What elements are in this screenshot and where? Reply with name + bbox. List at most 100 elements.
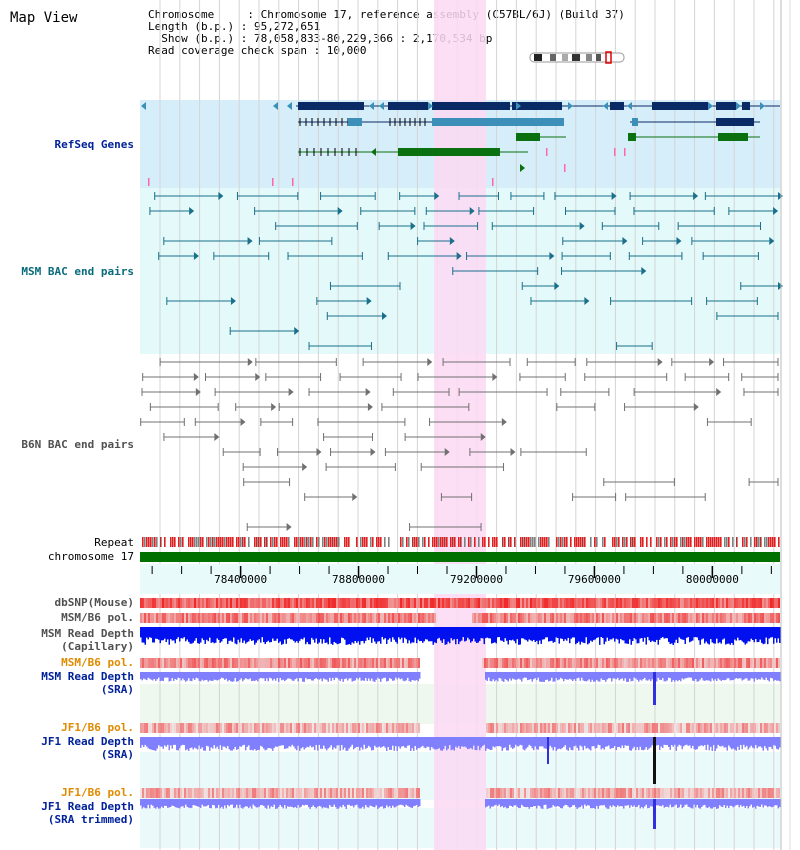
msm-bac-pair-arrow[interactable] [611, 192, 617, 200]
b6n-bac-pair-arrow[interactable] [427, 358, 433, 366]
chromosome-bar[interactable] [140, 552, 780, 562]
msm-bac-pair-arrow[interactable] [641, 267, 647, 275]
msm-bac-pair-arrow[interactable] [382, 312, 388, 320]
jf1-depth-spike[interactable] [547, 737, 549, 764]
refseq-gene-arrow[interactable] [708, 102, 713, 110]
b6n-bac-pairs-track[interactable] [140, 358, 779, 531]
gene-exon[interactable] [348, 118, 362, 126]
b6n-bac-pair-arrow[interactable] [255, 373, 261, 381]
gene-exon[interactable] [298, 102, 364, 110]
dbsnp-cell [596, 598, 598, 608]
gene-exon[interactable] [388, 102, 428, 110]
repeat-element [412, 537, 414, 547]
b6n-bac-pair-arrow[interactable] [316, 448, 322, 456]
msm-bac-pair-arrow[interactable] [337, 207, 343, 215]
msm-bac-pair-arrow[interactable] [456, 252, 462, 260]
gene-exon[interactable] [716, 102, 736, 110]
refseq-gene-arrow[interactable] [379, 102, 384, 110]
gene-exon[interactable] [432, 102, 510, 110]
refseq-gene-arrow[interactable] [520, 164, 525, 172]
msm-bac-pair-arrow[interactable] [193, 252, 199, 260]
b6n-bac-pair-arrow[interactable] [657, 358, 663, 366]
msm-bac-pair-arrow[interactable] [189, 207, 195, 215]
refseq-gene-arrow[interactable] [760, 102, 765, 110]
refseq-genes-track[interactable] [141, 102, 780, 186]
b6n-bac-pair-arrow[interactable] [370, 448, 376, 456]
refseq-gene-arrow[interactable] [428, 102, 433, 110]
jf1-trim-depth-spike[interactable] [653, 799, 656, 829]
msm-bac-pair-arrow[interactable] [469, 207, 475, 215]
gene-exon[interactable] [652, 102, 708, 110]
gene-exon[interactable] [742, 102, 750, 110]
msm-bac-pair-arrow[interactable] [410, 222, 416, 230]
gene-exon[interactable] [632, 118, 638, 126]
gene-exon[interactable] [610, 102, 624, 110]
refseq-gene-arrow[interactable] [568, 102, 573, 110]
msm-bac-pair-arrow[interactable] [693, 192, 699, 200]
b6n-bac-pair-arrow[interactable] [716, 388, 722, 396]
b6n-bac-pair-arrow[interactable] [492, 373, 498, 381]
b6n-bac-pair-arrow[interactable] [693, 403, 699, 411]
gene-exon[interactable] [628, 133, 636, 141]
gene-exon[interactable] [436, 148, 500, 156]
jf1-depth-spike[interactable] [653, 737, 656, 784]
msm-bac-pair-arrow[interactable] [622, 237, 628, 245]
refseq-gene-arrow[interactable] [516, 102, 521, 110]
b6n-bac-pair-arrow[interactable] [444, 448, 450, 456]
b6n-bac-pair-arrow[interactable] [510, 448, 516, 456]
read-depth-tracks[interactable] [140, 627, 781, 829]
gene-exon[interactable] [512, 102, 562, 110]
b6n-bac-pair-arrow[interactable] [286, 523, 292, 531]
msm-bac-pair-arrow[interactable] [366, 297, 372, 305]
refseq-gene-arrow[interactable] [736, 102, 741, 110]
msm-bac-pair-arrow[interactable] [554, 282, 560, 290]
msm-bac-pair-arrow[interactable] [773, 207, 779, 215]
msm-bac-pair-arrow[interactable] [449, 237, 455, 245]
msm-bac-pair-arrow[interactable] [218, 192, 224, 200]
jf1-trim-depth-bar [198, 799, 200, 808]
b6n-bac-pair-arrow[interactable] [709, 358, 715, 366]
msm-bac-pair-arrow[interactable] [434, 192, 440, 200]
refseq-gene-arrow[interactable] [141, 102, 146, 110]
heat-tracks[interactable] [140, 598, 780, 798]
gene-exon[interactable] [718, 133, 748, 141]
gene-exon[interactable] [516, 133, 540, 141]
b6n-bac-pair-arrow[interactable] [193, 373, 199, 381]
refseq-gene-arrow[interactable] [627, 102, 632, 110]
refseq-gene-arrow[interactable] [603, 102, 608, 110]
refseq-gene-arrow[interactable] [287, 102, 292, 110]
dbsnp-cell [688, 598, 690, 608]
b6n-bac-pair-arrow[interactable] [365, 388, 371, 396]
b6n-bac-pair-arrow[interactable] [367, 403, 373, 411]
refseq-gene-arrow[interactable] [369, 102, 374, 110]
b6n-bac-pair-arrow[interactable] [302, 463, 308, 471]
b6n-bac-pair-arrow[interactable] [214, 433, 220, 441]
msm-bac-pair-arrow[interactable] [579, 222, 585, 230]
repeat-track[interactable] [142, 537, 780, 547]
msm-bac-pair-arrow[interactable] [676, 237, 682, 245]
msm-bac-pair-arrow[interactable] [769, 237, 775, 245]
b6n-bac-pair-arrow[interactable] [352, 493, 358, 501]
msm-bac-pair-arrow[interactable] [549, 252, 555, 260]
refseq-gene-arrow[interactable] [371, 148, 376, 156]
b6n-bac-pair-arrow[interactable] [480, 433, 486, 441]
refseq-gene-arrow[interactable] [273, 102, 278, 110]
b6n-bac-pair-arrow[interactable] [247, 358, 253, 366]
b6n-bac-pair-arrow[interactable] [288, 388, 294, 396]
msm-bac-pair-arrow[interactable] [230, 297, 236, 305]
chromosome-ideogram[interactable] [529, 51, 625, 64]
b6n-bac-pair-arrow[interactable] [501, 418, 507, 426]
b6n-bac-pair-arrow[interactable] [195, 388, 201, 396]
msm-bac-pair-arrow[interactable] [294, 327, 300, 335]
b6n-bac-pair-arrow[interactable] [271, 403, 277, 411]
msm-depth-spike[interactable] [653, 672, 656, 705]
gene-exon[interactable] [432, 118, 564, 126]
gene-exon[interactable] [716, 118, 754, 126]
msm-bac-pair-arrow[interactable] [584, 297, 590, 305]
msm-bac-pairs-track[interactable] [149, 192, 783, 350]
highlight-region[interactable] [434, 0, 486, 850]
b6n-bac-pair-arrow[interactable] [240, 418, 246, 426]
msm-bac-pair-arrow[interactable] [247, 237, 253, 245]
msm-sra-depth-bar [413, 672, 415, 681]
